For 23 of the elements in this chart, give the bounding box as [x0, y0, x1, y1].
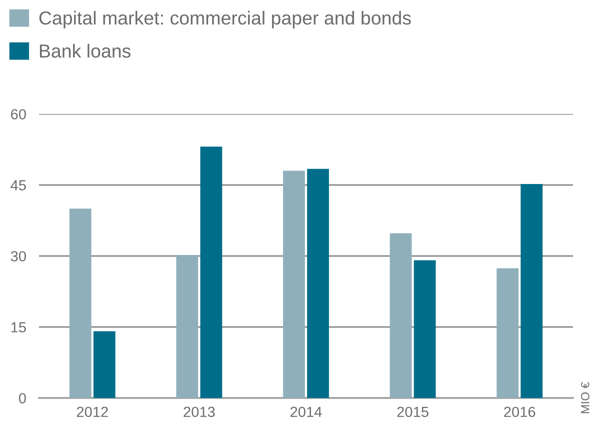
bar: [414, 260, 436, 398]
x-tick-label: 2012: [76, 406, 108, 418]
bar: [390, 233, 412, 398]
y-tick-label: 30: [10, 251, 26, 262]
bar: [176, 255, 198, 398]
legend-label: Capital market: commercial paper and bonds: [39, 10, 411, 28]
x-tick-label: 2016: [504, 406, 536, 418]
x-tick-label: 2015: [397, 406, 428, 418]
x-tick-label: 2013: [184, 406, 215, 418]
y-tick-label: 15: [11, 322, 26, 332]
bar: [200, 146, 222, 398]
y-tick-label: 45: [10, 180, 26, 190]
y-tick-label: 0: [18, 393, 26, 404]
y-axis-title: MIO €: [580, 382, 590, 414]
y-tick-label: 60: [11, 109, 26, 120]
bar: [283, 170, 305, 398]
bar: [520, 184, 543, 398]
legend-label: Bank loans: [40, 44, 131, 58]
bar: [93, 331, 116, 398]
bar: [307, 168, 329, 398]
x-tick-label: 2014: [290, 406, 322, 418]
bar: [69, 208, 92, 398]
bar: [496, 268, 519, 398]
